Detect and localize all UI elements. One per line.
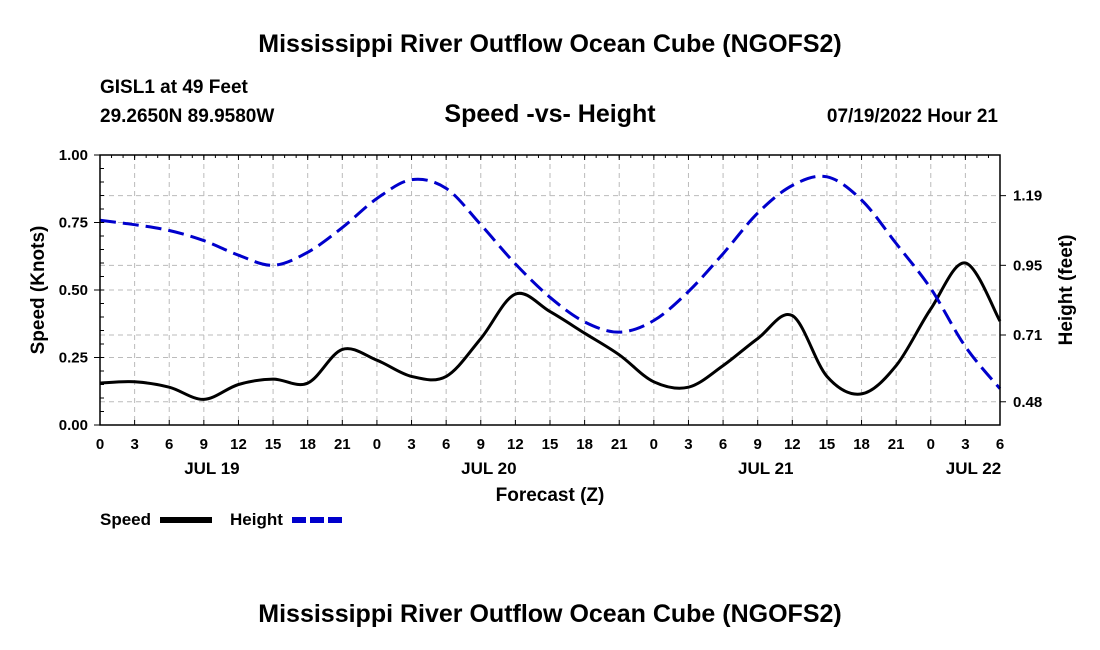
x-tick-label: 6 xyxy=(165,436,173,453)
x-tick-label: 18 xyxy=(299,436,316,453)
series-layer xyxy=(99,174,1002,401)
x-tick-label: 9 xyxy=(477,436,485,453)
forecast-datetime: 07/19/2022 Hour 21 xyxy=(826,106,998,127)
y-left-tick-label: 0.50 xyxy=(59,282,88,299)
x-tick-label: 6 xyxy=(719,436,727,453)
x-tick-label: 21 xyxy=(611,436,628,453)
x-axis-title: Forecast (Z) xyxy=(496,485,605,506)
x-tick-label: 21 xyxy=(888,436,905,453)
y-left-tick-label: 1.00 xyxy=(59,147,88,164)
x-tick-label: 9 xyxy=(754,436,762,453)
x-tick-label: 3 xyxy=(961,436,969,453)
y-left-tick-label: 0.25 xyxy=(59,350,88,367)
axis-layer: 0 3 6 9 12 15 18 21 0 3 6 9 12 15 18 21 0 3 6 9 12 15 18 21 0 3 6J… xyxy=(28,147,1077,506)
date-label: JUL 20 xyxy=(461,459,516,478)
x-tick-label: 3 xyxy=(130,436,138,453)
legend-height-label: Height xyxy=(230,510,283,529)
legend-speed-swatch xyxy=(160,517,212,523)
x-tick-label: 3 xyxy=(407,436,415,453)
x-tick-label: 12 xyxy=(507,436,524,453)
grid-layer xyxy=(100,155,1000,425)
x-tick-label: 3 xyxy=(684,436,692,453)
y-right-tick-label: 0.95 xyxy=(1013,257,1042,274)
legend-speed-label: Speed xyxy=(100,510,152,529)
x-tick-label: 6 xyxy=(996,436,1004,453)
x-tick-label: 15 xyxy=(265,436,282,453)
x-tick-label: 0 xyxy=(96,436,104,453)
x-tick-label: 6 xyxy=(442,436,450,453)
date-label: JUL 21 xyxy=(738,459,793,478)
station-coordinates: 29.2650N 89.9580W xyxy=(100,106,275,127)
chart-subtitle: Speed -vs- Height xyxy=(444,100,656,128)
speed-series-line xyxy=(99,261,1002,401)
y-right-tick-label: 1.19 xyxy=(1013,188,1042,205)
legend-height-swatch xyxy=(292,517,344,523)
x-tick-label: 12 xyxy=(784,436,801,453)
x-tick-label: 12 xyxy=(230,436,247,453)
chart-main-title: Mississippi River Outflow Ocean Cube (NG… xyxy=(258,30,842,58)
height-series-line xyxy=(99,174,1002,390)
x-tick-label: 0 xyxy=(927,436,935,453)
x-tick-label: 18 xyxy=(576,436,593,453)
x-tick-label: 9 xyxy=(200,436,208,453)
y-left-tick-label: 0.75 xyxy=(59,215,88,232)
station-name: GISL1 at 49 Feet xyxy=(100,77,248,98)
y-right-tick-label: 0.48 xyxy=(1013,394,1042,411)
y-left-tick-label: 0.00 xyxy=(59,417,88,434)
x-tick-label: 15 xyxy=(542,436,559,453)
x-tick-label: 18 xyxy=(853,436,870,453)
x-tick-label: 0 xyxy=(373,436,381,453)
date-label: JUL 19 xyxy=(184,459,239,478)
date-label: JUL 22 xyxy=(946,459,1001,478)
footer-title: Mississippi River Outflow Ocean Cube (NG… xyxy=(258,600,842,628)
y-right-tick-label: 0.71 xyxy=(1013,327,1042,344)
y-right-axis-title: Height (feet) xyxy=(1056,235,1077,346)
x-tick-label: 0 xyxy=(650,436,658,453)
y-left-axis-title: Speed (Knots) xyxy=(28,226,49,355)
x-tick-label: 15 xyxy=(819,436,836,453)
x-tick-label: 21 xyxy=(334,436,351,453)
